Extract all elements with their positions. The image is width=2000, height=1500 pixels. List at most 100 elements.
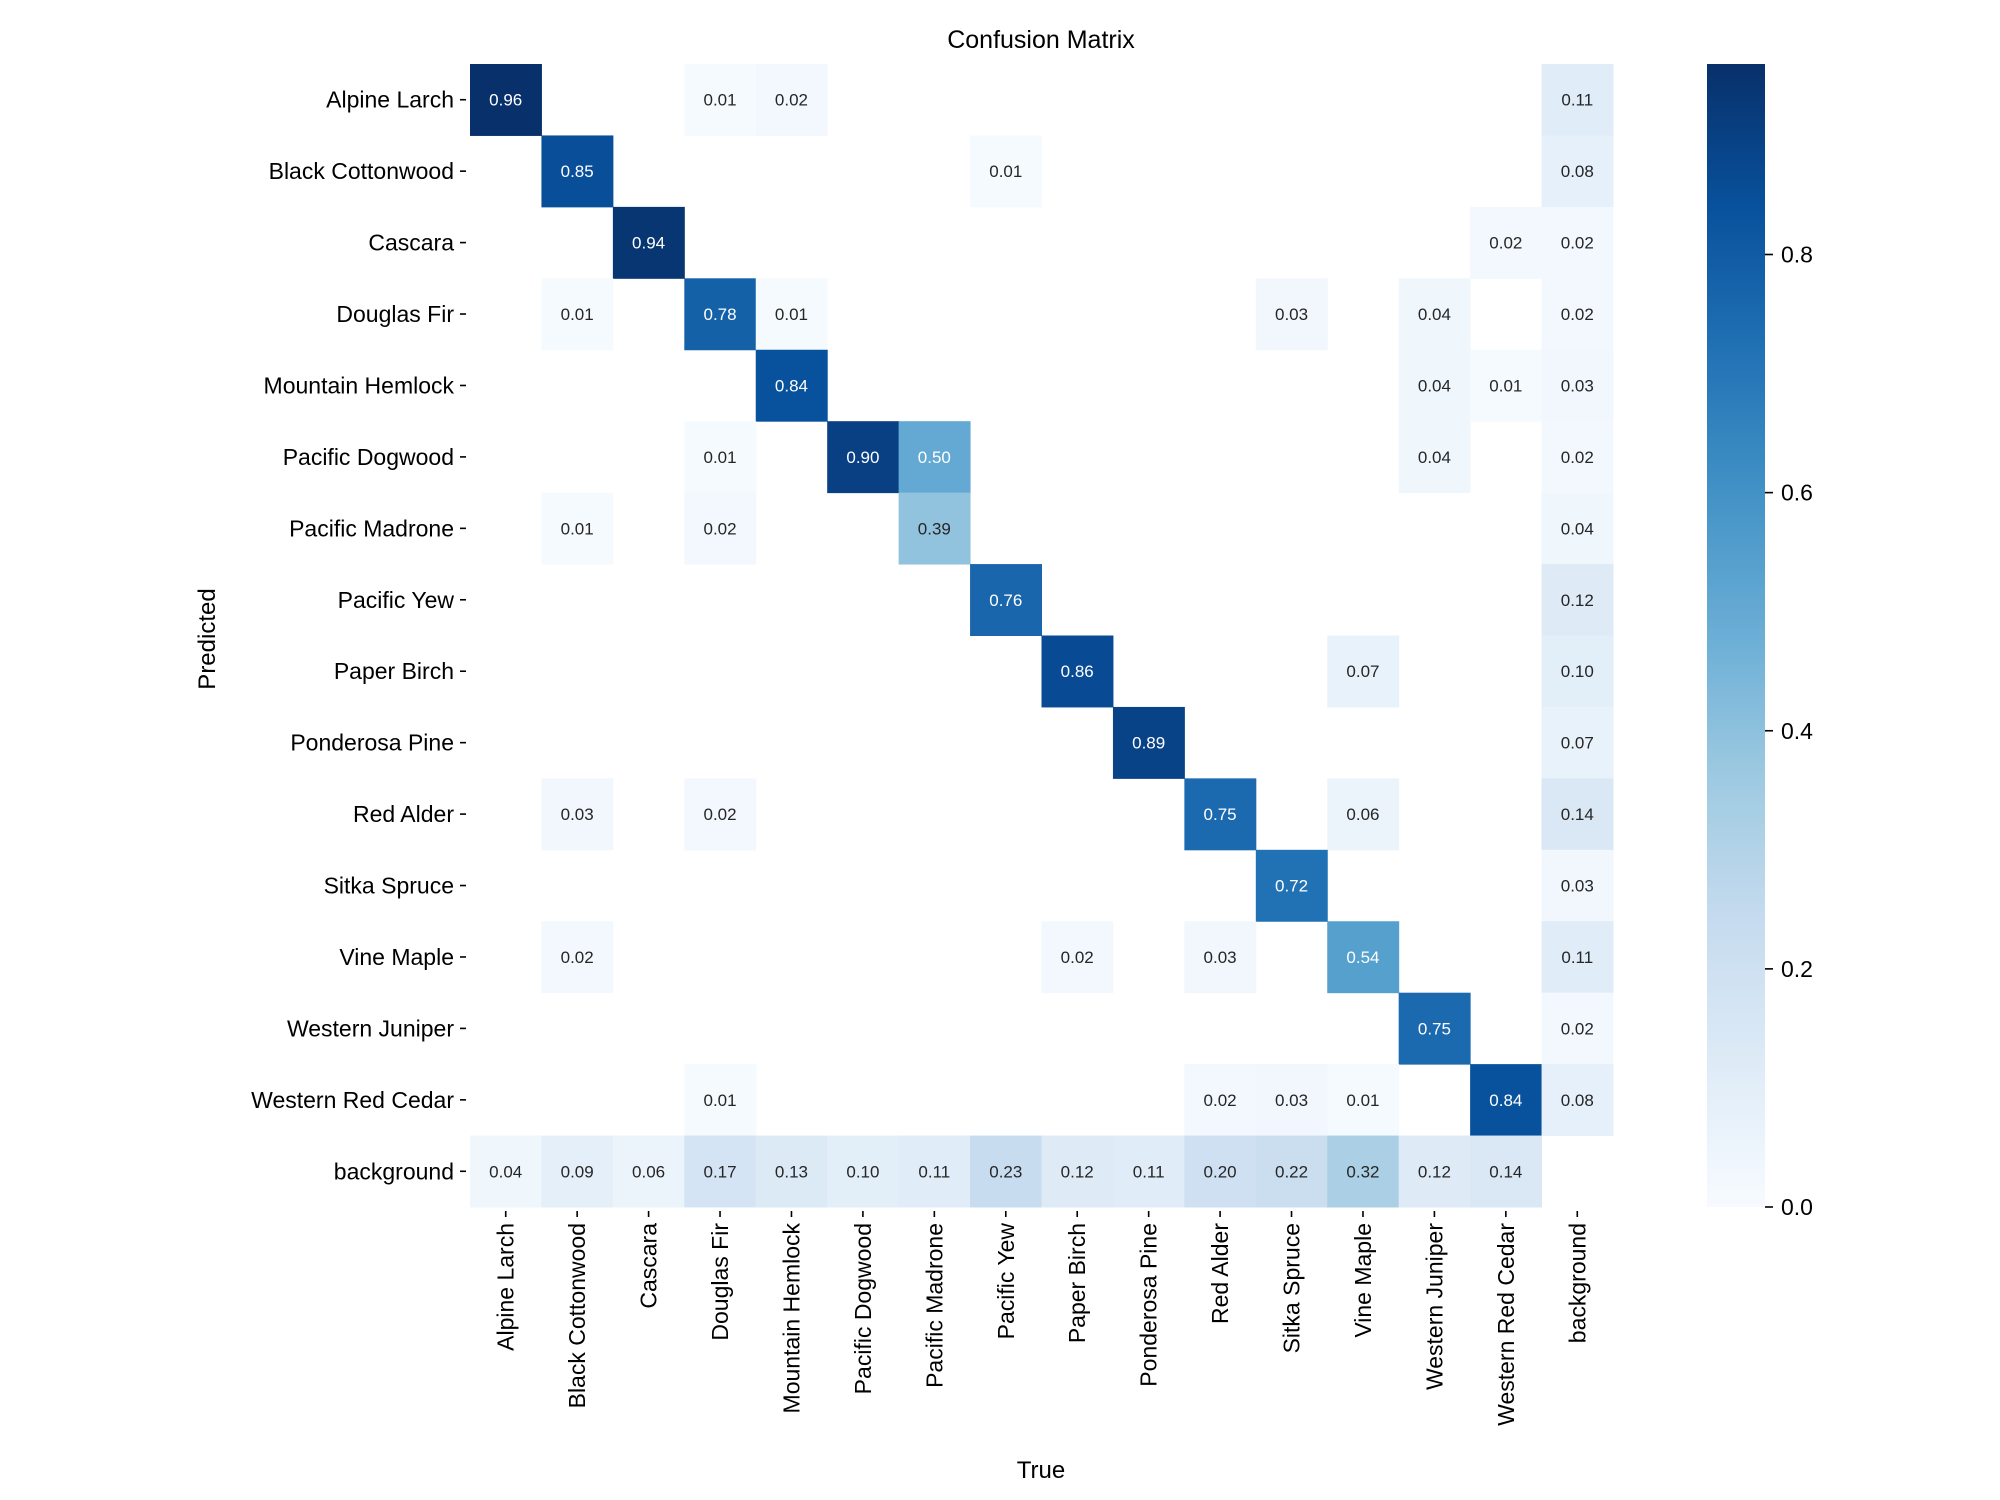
- heatmap-cell: [1541, 492, 1614, 565]
- cell-value-label: 0.02: [775, 91, 808, 110]
- heatmap-cell: [898, 492, 971, 565]
- y-tick-label-alpine-larch: Alpine Larch: [326, 87, 454, 113]
- heatmap-cell: [1541, 135, 1614, 208]
- y-tick-labels: Alpine Larch Black Cottonwood Cascara Dougl…: [251, 87, 466, 1184]
- heatmap-cell: [541, 492, 614, 565]
- y-tick-label-pacific-yew: Pacific Yew: [338, 587, 455, 613]
- colorbar-tick-label: 0.4: [1781, 718, 1813, 744]
- heatmap-cell: [1470, 206, 1543, 279]
- x-tick-label-pacific-madrone: Pacific Madrone: [921, 1223, 947, 1388]
- heatmap-cell: [970, 1135, 1042, 1208]
- cell-value-label: 0.01: [703, 91, 736, 110]
- heatmap-cell: [1255, 849, 1328, 922]
- heatmap-cell: [970, 564, 1042, 636]
- heatmap-cell: [1112, 706, 1185, 779]
- y-tick-label-sitka-spruce: Sitka Spruce: [324, 873, 454, 899]
- heatmap-cell: [1398, 992, 1471, 1065]
- heatmap-cell: [1184, 1064, 1257, 1137]
- y-axis-label: Predicted: [194, 588, 221, 689]
- cell-value-label: 0.04: [489, 1162, 522, 1181]
- cell-value-label: 0.03: [1275, 305, 1308, 324]
- cell-value-label: 0.06: [1346, 805, 1379, 824]
- heatmap-cell: [1327, 1064, 1400, 1137]
- x-tick-label-alpine-larch: Alpine Larch: [493, 1223, 519, 1351]
- y-tick-label-paper-birch: Paper Birch: [334, 658, 454, 684]
- heatmap-cell: [684, 492, 757, 565]
- cell-value-label: 0.04: [1561, 519, 1594, 538]
- cell-value-label: 0.03: [1561, 877, 1594, 896]
- heatmap-cell: [1541, 421, 1614, 494]
- x-tick-label-douglas-fir: Douglas Fir: [707, 1223, 733, 1341]
- cell-value-label: 0.07: [1561, 734, 1594, 753]
- heatmap-cell: [1255, 1064, 1328, 1137]
- cell-value-label: 0.10: [846, 1162, 879, 1181]
- colorbar-tick-label: 0.2: [1781, 956, 1813, 982]
- heatmap-cell: [1398, 421, 1471, 494]
- heatmap-cell: [541, 135, 614, 208]
- cell-value-label: 0.02: [1561, 1019, 1594, 1038]
- x-tick-label-pacific-yew: Pacific Yew: [993, 1223, 1019, 1340]
- cell-value-label: 0.08: [1561, 1091, 1594, 1110]
- cell-value-label: 0.01: [703, 1091, 736, 1110]
- cell-value-label: 0.72: [1275, 877, 1308, 896]
- cell-value-label: 0.84: [1489, 1091, 1522, 1110]
- cell-value-label: 0.12: [1418, 1162, 1451, 1181]
- y-tick-label-pacific-madrone: Pacific Madrone: [289, 515, 454, 541]
- heatmap-cell: [1541, 349, 1614, 422]
- heatmap-cell: [970, 135, 1042, 208]
- heatmap-cell: [898, 421, 971, 494]
- x-tick-label-background: background: [1564, 1223, 1590, 1343]
- y-tick-label-pacific-dogwood: Pacific Dogwood: [283, 444, 454, 470]
- heatmap-cell: [1541, 1064, 1614, 1137]
- cell-value-label: 0.76: [989, 591, 1022, 610]
- cell-value-label: 0.06: [632, 1162, 665, 1181]
- heatmap-cell: [541, 278, 614, 351]
- heatmap-cells: 0.96 0.01 0.02 0.11 0.85 0.01 0.08 0.94 0.02 0.02…: [470, 64, 1614, 1208]
- colorbar-gradient: [1707, 64, 1765, 1207]
- heatmap-cell: [612, 1135, 685, 1208]
- cell-value-label: 0.14: [1489, 1162, 1522, 1181]
- x-tick-label-vine-maple: Vine Maple: [1350, 1223, 1376, 1338]
- x-tick-label-black-cottonwood: Black Cottonwood: [564, 1223, 590, 1408]
- heatmap-cell: [827, 421, 900, 494]
- heatmap-cell: [755, 1135, 828, 1208]
- cell-value-label: 0.23: [989, 1162, 1022, 1181]
- y-tick-label-cascara: Cascara: [368, 230, 454, 256]
- cell-value-label: 0.02: [561, 948, 594, 967]
- cell-value-label: 0.03: [1204, 948, 1237, 967]
- heatmap-cell: [1541, 564, 1614, 636]
- cell-value-label: 0.07: [1346, 662, 1379, 681]
- heatmap-cell: [1184, 921, 1257, 994]
- heatmap-cell: [1470, 1064, 1543, 1137]
- heatmap-cell: [1541, 206, 1614, 279]
- y-tick-label-douglas-fir: Douglas Fir: [336, 301, 454, 327]
- colorbar: 0.0 0.2 0.4 0.6 0.8: [1707, 64, 1813, 1220]
- x-tick-label-pacific-dogwood: Pacific Dogwood: [850, 1223, 876, 1394]
- cell-value-label: 0.90: [846, 448, 879, 467]
- x-tick-labels: Alpine Larch Black Cottonwood Cascara Dougl…: [493, 1211, 1590, 1426]
- cell-value-label: 0.01: [561, 519, 594, 538]
- heatmap-cell: [1541, 778, 1614, 851]
- cell-value-label: 0.86: [1061, 662, 1094, 681]
- cell-value-label: 0.39: [918, 519, 951, 538]
- heatmap-cell: [1112, 1135, 1185, 1208]
- heatmap-cell: [1541, 992, 1614, 1065]
- cell-value-label: 0.02: [1061, 948, 1094, 967]
- cell-value-label: 0.20: [1204, 1162, 1237, 1181]
- cell-value-label: 0.10: [1561, 662, 1594, 681]
- cell-value-label: 0.75: [1418, 1019, 1451, 1038]
- cell-value-label: 0.11: [1561, 948, 1593, 967]
- y-tick-label-ponderosa-pine: Ponderosa Pine: [290, 730, 454, 756]
- x-tick-label-paper-birch: Paper Birch: [1064, 1223, 1090, 1343]
- cell-value-label: 0.09: [561, 1162, 594, 1181]
- heatmap-cell: [612, 206, 685, 279]
- heatmap-cell: [1398, 1135, 1471, 1208]
- cell-value-label: 0.03: [1561, 376, 1594, 395]
- cell-value-label: 0.02: [703, 519, 736, 538]
- cell-value-label: 0.89: [1132, 734, 1165, 753]
- cell-value-label: 0.02: [1561, 234, 1594, 253]
- cell-value-label: 0.22: [1275, 1162, 1308, 1181]
- heatmap-cell: [1470, 1135, 1543, 1208]
